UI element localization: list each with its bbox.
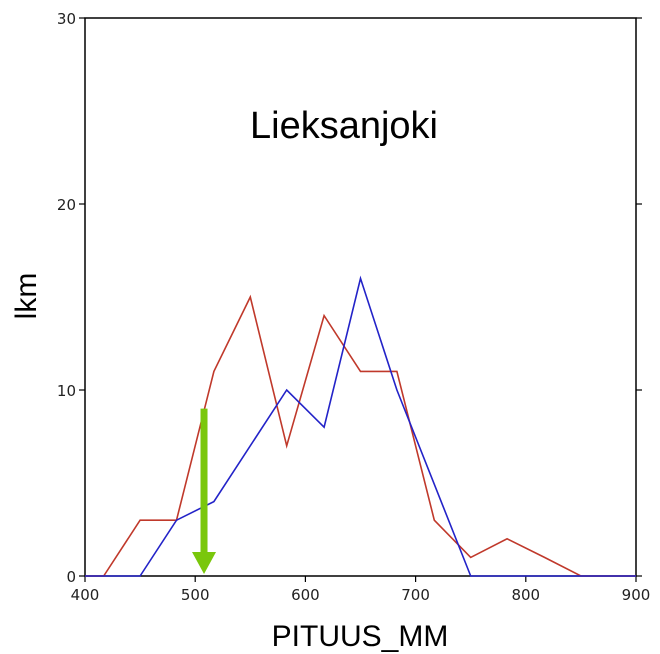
annotation-label: Lieksanjoki bbox=[250, 105, 438, 147]
y-axis-title: lkm bbox=[10, 273, 43, 320]
series-group bbox=[85, 275, 636, 577]
plot-border bbox=[84, 17, 637, 577]
y-axis: 0 10 20 30 bbox=[57, 10, 642, 586]
y-tick-label: 20 bbox=[57, 196, 76, 214]
y-tick-label: 30 bbox=[57, 10, 76, 28]
arrow-group bbox=[192, 408, 217, 574]
arrow-head bbox=[192, 552, 217, 574]
x-tick-label: 800 bbox=[511, 586, 540, 604]
y-tick-label: 10 bbox=[57, 382, 76, 400]
x-tick-label: 600 bbox=[291, 586, 320, 604]
y-tick-label: 0 bbox=[66, 568, 76, 586]
plot-frame bbox=[84, 17, 637, 577]
series-line-1 bbox=[85, 294, 636, 577]
x-tick-label: 900 bbox=[622, 586, 651, 604]
series-line-2 bbox=[85, 275, 636, 577]
x-axis-title: PITUUS_MM bbox=[272, 620, 449, 653]
x-tick-label: 400 bbox=[71, 586, 100, 604]
x-axis: 400 500 600 700 800 900 bbox=[71, 576, 651, 604]
x-tick-label: 500 bbox=[181, 586, 210, 604]
x-tick-label: 700 bbox=[401, 586, 430, 604]
